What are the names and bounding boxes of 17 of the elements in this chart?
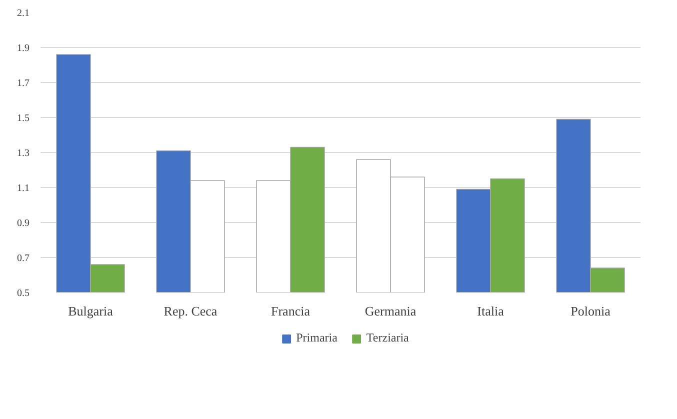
x-tick-label: Francia — [271, 304, 310, 318]
y-tick-label: 1.5 — [17, 113, 30, 124]
y-tick-label: 0.9 — [17, 218, 30, 229]
x-tick-label: Germania — [364, 304, 416, 318]
x-tick-label: Rep. Ceca — [164, 304, 218, 318]
x-tick-label: Polonia — [570, 304, 611, 318]
y-tick-label: 1.1 — [17, 183, 30, 194]
y-tick-label: 1.7 — [17, 78, 30, 89]
legend-label: Primaria — [296, 330, 338, 346]
legend-label: Terziaria — [366, 330, 409, 346]
x-tick-label: Bulgaria — [68, 304, 114, 318]
y-tick-label: 2.1 — [17, 8, 30, 19]
y-tick-label: 1.3 — [17, 148, 30, 159]
x-tick-label: Italia — [477, 304, 504, 318]
y-tick-label: 0.7 — [17, 253, 30, 264]
y-tick-label: 1.9 — [17, 43, 30, 54]
y-tick-label: 0.5 — [17, 288, 30, 299]
